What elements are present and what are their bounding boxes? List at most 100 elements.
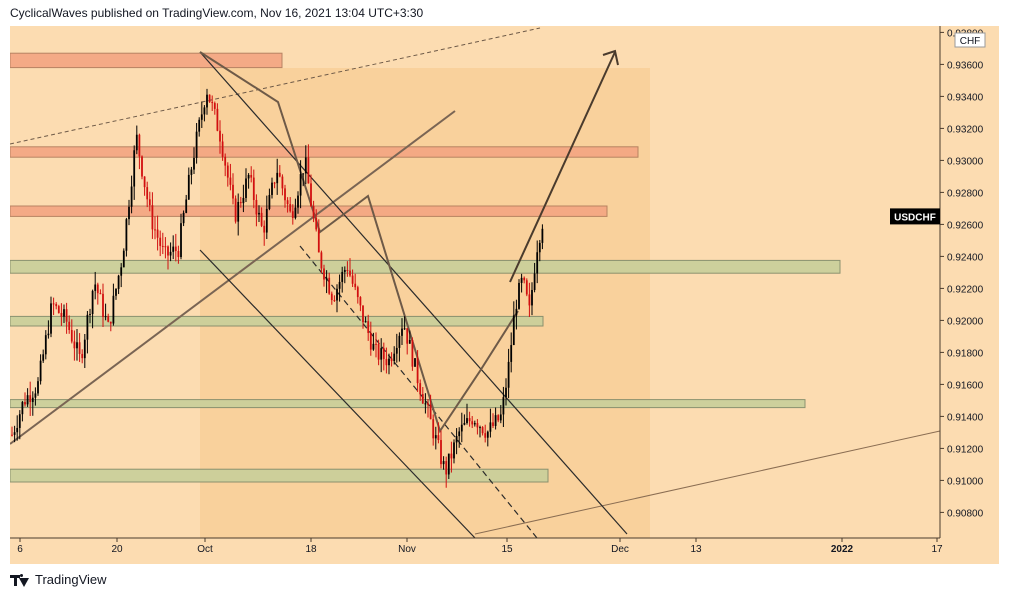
price-chart[interactable]: 0.938000.936000.934000.932000.930000.928…	[10, 26, 999, 564]
support-zone[interactable]	[10, 315, 544, 327]
candles-layer	[11, 88, 544, 488]
time-tick-label: 13	[690, 544, 702, 555]
candle-body	[83, 339, 86, 359]
candle-body	[211, 102, 214, 104]
candle-body	[515, 308, 518, 316]
candle-body	[291, 211, 294, 219]
candle-body	[81, 353, 84, 359]
candle-body	[219, 130, 221, 142]
candle-body	[148, 199, 151, 206]
candle-body	[68, 321, 71, 331]
candle-body	[146, 187, 149, 200]
candle-body	[364, 321, 367, 323]
candle-body	[453, 442, 455, 459]
candle-body	[128, 206, 130, 220]
candle-body	[505, 387, 507, 398]
candle-body	[390, 358, 393, 362]
candle-body	[315, 217, 318, 230]
price-tick-label: 0.92000	[947, 316, 984, 327]
candle-body	[185, 199, 188, 213]
publish-info: CyclicalWaves published on TradingView.c…	[10, 6, 423, 20]
candle-body	[333, 300, 336, 302]
candle-body	[245, 178, 247, 198]
candle-body	[151, 205, 154, 230]
candle-body	[50, 303, 52, 334]
resistance-zone[interactable]	[10, 52, 283, 69]
candle-body	[11, 434, 13, 436]
candle-body	[52, 303, 55, 305]
support-zone[interactable]	[10, 259, 841, 274]
candle-body	[497, 415, 500, 421]
candle-body	[226, 165, 229, 178]
candle-body	[330, 293, 333, 301]
candle-body	[294, 207, 297, 219]
candle-body	[442, 461, 445, 465]
candle-body	[395, 347, 398, 354]
candle-body	[239, 201, 242, 204]
candle-body	[398, 335, 401, 348]
candle-body	[120, 267, 123, 276]
candle-body	[507, 361, 510, 388]
candle-body	[263, 225, 266, 233]
candle-body	[76, 342, 78, 349]
candle-body	[479, 427, 481, 429]
candle-body	[42, 354, 45, 361]
price-axis[interactable]: 0.938000.936000.934000.932000.930000.928…	[940, 28, 984, 519]
candle-body	[385, 359, 388, 366]
candle-body	[393, 353, 396, 362]
price-tick-label: 0.91200	[947, 444, 984, 455]
time-tick-label: 15	[501, 544, 513, 555]
candle-body	[489, 422, 492, 432]
candle-body	[276, 172, 279, 184]
price-axis-background	[940, 26, 999, 564]
candle-body	[37, 381, 39, 394]
time-axis[interactable]: 6 20 Oct 18 Nov 15 Dec 13 2022 17	[17, 538, 943, 555]
candle-body	[31, 397, 34, 403]
candle-body	[284, 188, 286, 201]
support-zone[interactable]	[10, 399, 806, 409]
candle-body	[70, 330, 73, 342]
candle-body	[473, 423, 476, 425]
candle-body	[112, 295, 115, 324]
chart-container[interactable]: 0.938000.936000.934000.932000.930000.928…	[10, 26, 999, 564]
candle-body	[421, 394, 424, 404]
candle-body	[224, 156, 227, 166]
candle-body	[260, 212, 263, 226]
candle-body	[403, 328, 406, 330]
candle-body	[63, 309, 65, 317]
candle-body	[354, 283, 357, 288]
candle-body	[310, 183, 312, 207]
candle-body	[96, 284, 99, 294]
candle-body	[286, 200, 289, 205]
candle-body	[117, 275, 120, 289]
projection-arrow-line	[509, 51, 616, 283]
candle-body	[164, 246, 167, 248]
candle-body	[161, 245, 164, 247]
resistance-zone[interactable]	[10, 205, 608, 217]
candle-body	[89, 314, 91, 316]
candle-body	[91, 290, 94, 315]
price-tick-label: 0.92200	[947, 284, 984, 295]
candle-body	[492, 422, 494, 426]
candle-body	[29, 395, 32, 403]
candle-body	[39, 360, 42, 382]
candle-body	[346, 269, 349, 271]
symbol-label: USDCHF	[894, 212, 936, 223]
candle-body	[367, 321, 370, 333]
candle-body	[406, 328, 409, 344]
candle-body	[320, 252, 323, 269]
candle-body	[206, 94, 208, 108]
channel-lower-line	[199, 249, 476, 539]
candle-body	[510, 345, 513, 362]
candle-body	[213, 103, 216, 109]
candle-body	[104, 316, 107, 318]
drawings-layer	[10, 27, 941, 539]
symbol-price-tag	[890, 208, 940, 225]
candle-body	[536, 252, 539, 274]
support-zone[interactable]	[10, 468, 549, 483]
footer[interactable]: TradingView	[10, 572, 107, 587]
candle-body	[122, 250, 125, 268]
candle-body	[349, 270, 351, 276]
resistance-zone[interactable]	[10, 146, 639, 158]
candle-body	[494, 415, 497, 426]
